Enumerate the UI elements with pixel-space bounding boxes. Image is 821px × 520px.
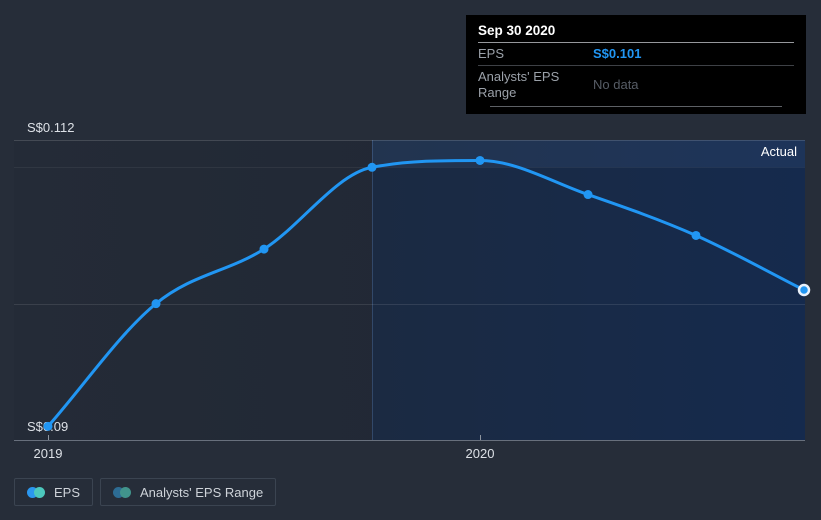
tooltip-row-analysts-range: Analysts' EPS Range No data xyxy=(466,66,806,104)
analysts-range-series-icon xyxy=(113,486,132,498)
data-point[interactable] xyxy=(151,299,161,309)
tooltip-date: Sep 30 2020 xyxy=(478,23,556,38)
legend-dot xyxy=(120,486,132,498)
actual-region-boundary-line xyxy=(372,140,373,440)
tooltip-analysts-range-value: No data xyxy=(593,77,639,92)
y-axis-max-label: S$0.112 xyxy=(27,120,75,135)
data-point[interactable] xyxy=(367,162,377,172)
gridline xyxy=(14,140,805,141)
chart-tooltip: Sep 30 2020 EPS S$0.101 Analysts' EPS Ra… xyxy=(466,15,806,114)
legend-analysts-range-label: Analysts' EPS Range xyxy=(140,484,264,500)
data-point[interactable] xyxy=(259,244,269,254)
tooltip-analysts-range-label: Analysts' EPS Range xyxy=(478,69,560,100)
legend-dot xyxy=(27,486,38,498)
data-point[interactable] xyxy=(475,155,485,165)
chart-legend: EPS Analysts' EPS Range xyxy=(14,478,277,506)
tooltip-eps-value: S$0.101 xyxy=(593,46,642,61)
gridline xyxy=(14,167,805,169)
legend-dot xyxy=(34,486,45,498)
eps-series-icon xyxy=(27,486,45,498)
legend-item-analysts-eps-range[interactable]: Analysts' EPS Range xyxy=(100,478,277,506)
x-axis-tick-2019 xyxy=(48,435,49,440)
x-axis-labels: 2019 2020 xyxy=(14,446,805,464)
legend-item-eps[interactable]: EPS xyxy=(14,478,94,506)
actual-region-top-band xyxy=(372,140,805,168)
x-axis-label-2020: 2020 xyxy=(465,446,495,461)
actual-annotation-label: Actual xyxy=(760,144,797,159)
tooltip-eps-label: EPS xyxy=(478,46,505,61)
x-axis-label-2019: 2019 xyxy=(33,446,63,461)
tooltip-divider xyxy=(490,106,782,107)
chart-plot-area[interactable]: S$0.09 Actual xyxy=(14,140,811,440)
tooltip-row-eps: EPS S$0.101 xyxy=(466,43,806,65)
data-point[interactable] xyxy=(691,230,701,240)
data-point[interactable] xyxy=(43,421,53,431)
tooltip-divider xyxy=(478,42,794,43)
eps-line-chart xyxy=(43,155,811,431)
gridline xyxy=(14,303,805,305)
eps-line xyxy=(46,158,806,428)
highlighted-data-point[interactable] xyxy=(797,283,811,297)
x-axis-line xyxy=(14,440,805,441)
tooltip-divider xyxy=(478,65,794,66)
x-axis-tick-2020 xyxy=(480,435,481,440)
data-point[interactable] xyxy=(583,190,593,200)
actual-period-region xyxy=(372,140,805,440)
legend-dot xyxy=(113,486,125,498)
legend-eps-label: EPS xyxy=(54,484,81,500)
